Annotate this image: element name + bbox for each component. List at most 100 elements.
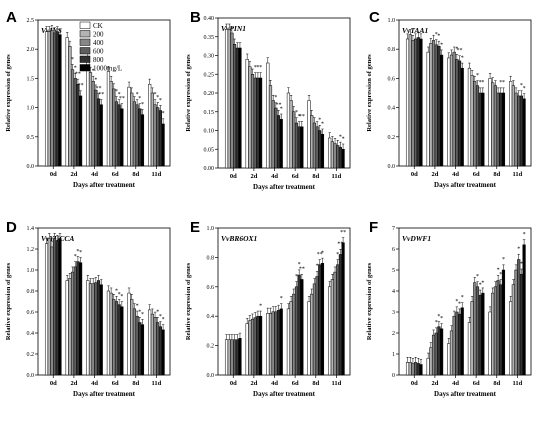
bar-800 — [457, 60, 462, 167]
bar-200 — [268, 313, 273, 376]
bar-ck — [224, 29, 229, 169]
y-tick-label: 0.20 — [204, 91, 215, 97]
bar-400 — [473, 81, 477, 167]
significance-star: * — [115, 89, 118, 95]
y-tick-label: 0.8 — [27, 289, 35, 295]
chart-panel-d: D VvYUCCA 0.0 0.2 0.4 0.6 0.8 1.0 1.2 1.4 Relative… — [5, 219, 171, 398]
y-tick-label: 1.0 — [27, 106, 35, 112]
bar-200 — [289, 301, 293, 376]
y-tick-label: 0.4 — [27, 331, 35, 337]
bar-200 — [109, 292, 113, 376]
significance-star: * — [280, 106, 283, 112]
x-tick-label: 8d — [312, 380, 319, 387]
significance-star: * — [162, 317, 165, 323]
bar-ck — [44, 243, 49, 376]
bar-800 — [457, 313, 462, 376]
panel-letter: B — [190, 9, 201, 26]
x-tick-label: 0d — [230, 173, 237, 180]
bar-200 — [470, 301, 474, 376]
significance-star: * — [74, 254, 77, 260]
bar-400 — [230, 339, 234, 376]
bar-400 — [50, 246, 54, 376]
x-axis-label: Days after treatment — [253, 390, 316, 398]
bar-400 — [514, 92, 518, 167]
significance-star: ** — [299, 267, 305, 273]
x-tick-label: 6d — [112, 380, 119, 387]
plot-frame — [37, 227, 171, 376]
significance-star: * — [280, 296, 283, 302]
x-tick-label: 0d — [411, 380, 418, 387]
plot-frame — [37, 19, 171, 167]
bar-ck — [286, 308, 291, 376]
bar-800 — [55, 31, 59, 167]
significance-star: * — [295, 274, 298, 280]
significance-star: * — [141, 312, 144, 318]
y-tick-label: 2.5 — [27, 18, 35, 24]
bar-200 — [449, 54, 454, 167]
y-tick-label: 0.6 — [27, 310, 35, 316]
y-tick-label: 0.2 — [207, 344, 215, 350]
y-tick-label: 1.0 — [27, 268, 35, 274]
x-tick-label: 4d — [91, 171, 98, 178]
significance-star: * — [298, 114, 301, 120]
bar-1000mg-l — [481, 292, 485, 376]
bar-800 — [519, 95, 523, 167]
x-axis-label: Days after treatment — [73, 181, 136, 189]
bar-200 — [310, 293, 314, 376]
bar-800 — [519, 273, 523, 376]
significance-star: ** — [299, 114, 305, 120]
significance-star: * — [458, 301, 461, 307]
gene-label: VvDWF1 — [402, 234, 431, 243]
bar-200 — [248, 320, 252, 376]
x-tick-label: 6d — [473, 380, 480, 387]
bar-600 — [274, 107, 278, 169]
bar-1000mg-l — [460, 307, 464, 376]
bar-800 — [318, 130, 322, 169]
bar-400 — [411, 40, 415, 167]
significance-star: * — [136, 92, 139, 98]
bar-400 — [271, 311, 275, 376]
bar-400 — [473, 282, 477, 376]
bar-600 — [315, 126, 319, 169]
significance-star: * — [71, 57, 74, 63]
y-tick-label: 0.6 — [388, 76, 396, 82]
bar-800 — [318, 264, 322, 376]
bar-200 — [150, 92, 154, 167]
significance-star: ** — [337, 242, 343, 248]
y-tick-label: 1 — [392, 352, 395, 358]
x-tick-label: 11d — [513, 171, 523, 178]
significance-star: * — [259, 65, 262, 71]
significance-star: ** — [75, 71, 81, 77]
y-tick-label: 0.0 — [27, 373, 35, 379]
x-tick-label: 8d — [132, 171, 139, 178]
significance-star: * — [138, 310, 141, 316]
significance-star: * — [154, 92, 157, 98]
bar-800 — [235, 47, 239, 169]
y-tick-label: 4 — [392, 289, 395, 295]
y-tick-label: 2 — [392, 331, 395, 337]
bar-400 — [333, 271, 337, 376]
legend-swatch — [79, 30, 91, 38]
bar-1000mg-l — [58, 34, 62, 167]
significance-star: * — [499, 80, 502, 86]
bar-400 — [91, 283, 95, 376]
significance-star: * — [274, 95, 277, 101]
bar-1000mg-l — [440, 328, 444, 376]
legend-label: 800 — [93, 56, 104, 64]
significance-star: ** — [317, 252, 323, 258]
y-tick-label: 0.0 — [388, 164, 396, 170]
bar-800 — [276, 115, 281, 169]
bar-600 — [253, 77, 257, 169]
bar-ck — [328, 286, 332, 376]
bar-600 — [414, 38, 418, 167]
bar-400 — [431, 334, 436, 376]
bar-800 — [96, 280, 101, 376]
bar-ck — [245, 59, 249, 169]
significance-star: * — [502, 80, 505, 86]
bar-ck — [286, 92, 291, 169]
x-tick-label: 2d — [431, 380, 438, 387]
bar-ck — [405, 38, 410, 167]
bar-200 — [68, 46, 72, 167]
bar-1000mg-l — [120, 108, 124, 167]
